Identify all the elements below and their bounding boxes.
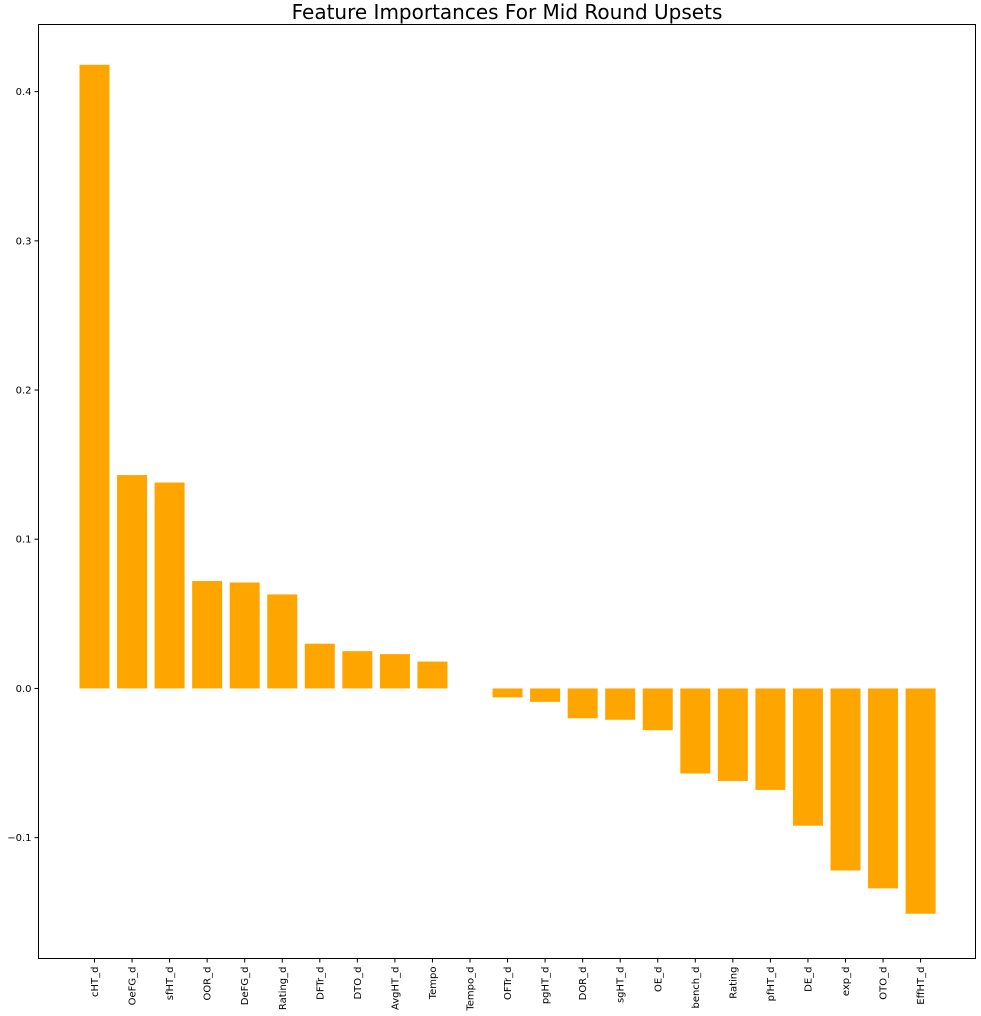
x-tick-label: Tempo_d [466,967,477,1012]
bar-EffHT_d [905,688,936,914]
y-tick-label: 0.0 [16,684,32,695]
bar-pfHT_d [755,688,786,790]
x-tick-label: OFTr_d [503,967,514,1001]
x-tick-label: pfHT_d [766,967,777,1002]
bar-OOR_d [192,581,223,689]
x-tick-label: AvgHT_d [390,967,401,1011]
bar-DFTr_d [304,643,335,689]
x-tick-label: sgHT_d [616,967,627,1004]
x-tick-label: sfHT_d [165,967,176,1001]
bar-sfHT_d [154,482,185,689]
y-tick-label: 0.1 [16,535,32,546]
bar-sgHT_d [605,688,636,720]
bar-DTO_d [342,651,373,689]
x-tick-label: bench_d [691,967,702,1009]
bar-pgHT_d [530,688,561,702]
x-tick-label: DOR_d [578,967,589,1001]
y-tick-label: 0.4 [16,87,32,98]
bar-DeFG_d [229,582,260,689]
y-tick-label: −0.1 [7,833,31,844]
chart-title: Feature Importances For Mid Round Upsets [291,0,723,24]
x-tick-label: Rating_d [278,967,289,1011]
bar-Rating [717,688,748,781]
x-tick-label: EffHT_d [916,967,927,1005]
x-tick-label: OTO_d [879,967,890,1000]
x-tick-label: DTO_d [353,967,364,1000]
x-tick-label: pgHT_d [541,967,552,1005]
y-tick-label: 0.3 [16,236,32,247]
bar-OE_d [642,688,673,731]
x-tick-label: cHT_d [90,967,101,997]
x-axis: cHT_d OeFG_d sfHT_d OOR_d DeFG_d Rating_d DFTr… [90,958,927,1012]
x-tick-label: OE_d [653,967,664,993]
x-tick-label: OeFG_d [128,967,139,1006]
x-tick-label: DFTr_d [315,967,326,1000]
bars-group [79,64,936,914]
y-axis: −0.1 0.0 0.1 0.2 0.3 0.4 [7,87,39,844]
bar-DOR_d [567,688,598,719]
x-tick-label: DE_d [803,967,814,992]
x-tick-label: OOR_d [203,967,214,1001]
x-tick-label: Rating [728,967,739,999]
plot-frame [38,24,976,959]
x-tick-label: exp_d [841,967,852,997]
bar-Tempo [417,661,448,689]
x-tick-label: DeFG_d [240,967,251,1006]
bar-DE_d [792,688,823,826]
bar-OTO_d [868,688,899,889]
bar-OFTr_d [492,688,523,698]
y-tick-label: 0.2 [16,386,32,397]
bar-cHT_d [79,64,110,689]
bar-Rating_d [267,594,298,689]
bar-AvgHT_d [379,654,410,689]
bar-exp_d [830,688,861,871]
x-tick-label: Tempo [428,967,439,1001]
bar-bench_d [680,688,711,774]
bar-OeFG_d [117,475,148,689]
